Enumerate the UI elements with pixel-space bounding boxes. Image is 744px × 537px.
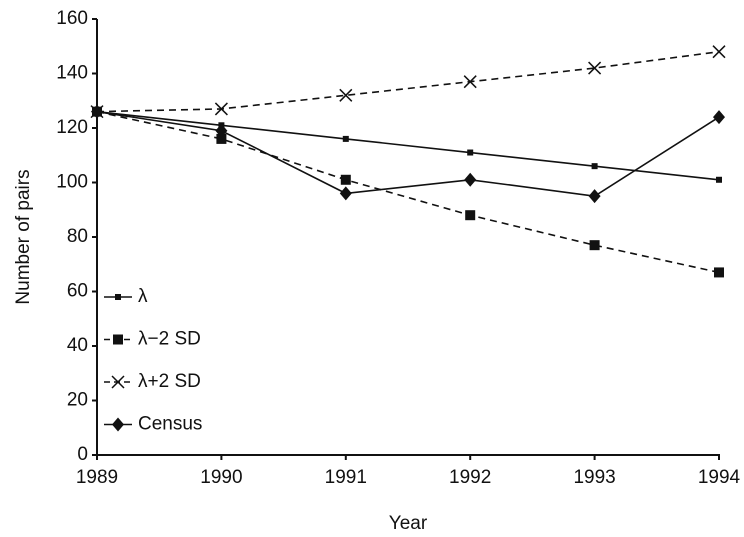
- marker-stroke: [214, 102, 228, 116]
- legend-label: λ+2 SD: [138, 371, 201, 392]
- marker-stroke: [339, 88, 353, 102]
- marker: [463, 75, 477, 89]
- marker: [340, 174, 351, 185]
- marker-stroke: [588, 61, 602, 75]
- y-tick-label: 20: [67, 390, 88, 411]
- marker: [115, 294, 121, 300]
- marker: [464, 172, 477, 187]
- marker: [467, 149, 474, 156]
- series-line: [96, 110, 720, 274]
- marker: [591, 163, 598, 170]
- y-tick-label: 160: [56, 8, 88, 29]
- legend-label: Census: [138, 414, 202, 435]
- marker: [465, 210, 476, 221]
- y-tick-label: 40: [67, 335, 88, 356]
- marker: [339, 88, 353, 102]
- y-tick-label: 140: [56, 63, 88, 84]
- y-tick-label: 100: [56, 172, 88, 193]
- x-tick-label: 1991: [325, 467, 367, 488]
- marker: [339, 186, 352, 201]
- marker: [713, 110, 725, 125]
- marker: [91, 104, 103, 119]
- legend-label: λ: [138, 286, 148, 307]
- marker: [215, 123, 228, 138]
- x-tick-label: 1993: [573, 467, 615, 488]
- marker: [588, 61, 602, 75]
- y-tick-label: 80: [67, 226, 88, 247]
- x-tick-label: 1989: [76, 467, 118, 488]
- y-tick-label: 0: [77, 444, 88, 465]
- y-tick-label: 120: [56, 117, 88, 138]
- marker: [714, 267, 724, 278]
- marker: [112, 417, 124, 432]
- marker: [216, 133, 227, 144]
- marker: [342, 135, 349, 142]
- series-line: [96, 50, 720, 113]
- x-tick-label: 1994: [698, 467, 741, 488]
- marker-stroke: [111, 375, 125, 389]
- y-axis-label: Number of pairs: [13, 169, 34, 304]
- marker-stroke: [712, 45, 726, 59]
- marker: [589, 240, 600, 251]
- marker: [712, 45, 726, 59]
- marker: [716, 176, 722, 183]
- marker: [214, 102, 228, 116]
- marker: [113, 334, 123, 345]
- legend-label: λ−2 SD: [138, 329, 201, 350]
- x-tick-label: 1992: [449, 467, 491, 488]
- marker: [588, 189, 601, 204]
- marker: [111, 375, 125, 389]
- y-tick-label: 60: [67, 281, 88, 302]
- series-line: [96, 110, 720, 181]
- x-axis-label: Year: [389, 513, 428, 534]
- marker-stroke: [463, 75, 477, 89]
- x-tick-label: 1990: [200, 467, 242, 488]
- series-line: [96, 110, 720, 197]
